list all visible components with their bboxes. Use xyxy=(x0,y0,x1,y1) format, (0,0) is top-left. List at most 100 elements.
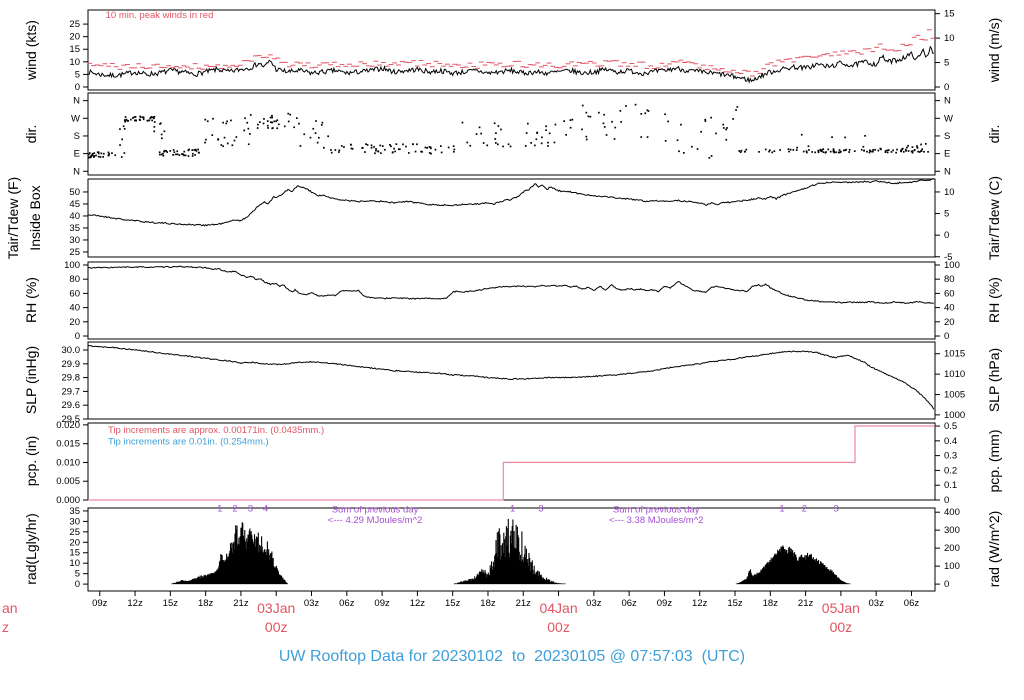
rh-left-tick: 20 xyxy=(69,317,80,328)
tair-left-tick: 35 xyxy=(69,223,80,234)
time-axis: 09z 12z 15z 18z 21z 03Jan 00z 03z 06z 09z 12z 15z 18… xyxy=(2,591,919,635)
time-tick-label: 12z xyxy=(127,598,143,609)
rh-right-tick: 20 xyxy=(944,317,955,328)
time-tick-label: 21z xyxy=(516,598,532,609)
rad-left-tick: 25 xyxy=(69,527,80,538)
slp-left-tick: 29.8 xyxy=(62,373,81,384)
rad-right-tick: 200 xyxy=(944,543,960,554)
wind-left-tick: 15 xyxy=(69,44,80,55)
dir-right-tick: N xyxy=(944,166,951,177)
time-tick-label: 21z xyxy=(233,598,249,609)
pcp-right-tick: 0.4 xyxy=(944,436,957,447)
tair-left-tick: 30 xyxy=(69,235,80,246)
rad-left-tick: 15 xyxy=(69,548,80,559)
rh-right-tick: 100 xyxy=(944,260,960,271)
wind-left-tick: 20 xyxy=(69,32,80,43)
slp-panel-border xyxy=(87,341,936,420)
slp-left-tick: 29.5 xyxy=(62,414,81,425)
rh-series-0 xyxy=(87,265,934,305)
rad-annotation: 2 xyxy=(802,503,807,514)
tair-left-axis-label-line2: Inside Box xyxy=(27,185,43,251)
time-tick-label: 06z xyxy=(904,598,920,609)
pcp-right-tick: 0 xyxy=(944,495,949,506)
time-tick-label: 06z xyxy=(621,598,637,609)
rh-right-tick: 0 xyxy=(944,331,949,342)
dir-panel-border xyxy=(87,92,936,176)
tair-panel-border xyxy=(87,178,936,258)
day-label-hour: 00z xyxy=(547,619,570,635)
pcp-right-axis-label: pcp. (mm) xyxy=(986,429,1002,493)
time-tick-label: 09z xyxy=(92,598,108,609)
time-tick-label: 18z xyxy=(763,598,779,609)
dir-left-tick: W xyxy=(71,113,80,124)
tair-series-0 xyxy=(87,178,934,227)
slp-left-tick: 29.6 xyxy=(62,400,81,411)
rh-panel: 0 20 40 60 80 100 0 20 40 60 80 100 xyxy=(64,260,960,342)
tair-left-tick: 40 xyxy=(69,211,80,222)
rad-annotation: 1 xyxy=(217,503,222,514)
rad-left-axis-label: rad(Lgly/hr) xyxy=(23,513,39,585)
tair-right-tick: 5 xyxy=(944,209,949,220)
pcp-left-tick: 0.005 xyxy=(56,476,80,487)
pcp-right-tick: 0.2 xyxy=(944,465,957,476)
tair-right-axis-label: Tair/Tdew (C) xyxy=(986,175,1002,261)
slp-series-0 xyxy=(87,344,935,410)
pcp-left-tick: 0.015 xyxy=(56,439,80,450)
wind-panel-border xyxy=(87,9,936,91)
pcp-right-tick: 0.5 xyxy=(944,421,957,432)
wind-left-axis-label: wind (kts) xyxy=(23,20,39,80)
day-label: 05Jan xyxy=(822,600,860,616)
rh-left-tick: 100 xyxy=(64,260,80,271)
time-tick-label: 18z xyxy=(480,598,496,609)
time-tick-label: 09z xyxy=(374,598,390,609)
rad-annotation: Sum of previous day xyxy=(613,505,700,516)
pcp-left-tick: 0.020 xyxy=(56,420,80,431)
rad-panel-border xyxy=(87,507,936,592)
tair-left-axis-label: Tair/Tdew (F) xyxy=(5,176,21,260)
slp-right-tick: 1005 xyxy=(944,390,965,401)
rad-left-tick: 30 xyxy=(69,516,80,527)
slp-left-tick: 29.7 xyxy=(62,386,81,397)
rh-right-tick: 40 xyxy=(944,303,955,314)
dir-right-tick: W xyxy=(944,113,953,124)
pcp-panel: 0.000 0.005 0.010 0.015 0.020 0 0.1 0.2 0.3 0.4 0.… xyxy=(56,420,957,506)
rad-left-tick: 5 xyxy=(75,569,80,580)
time-tick-label: 15z xyxy=(727,598,743,609)
day-label: 04Jan xyxy=(539,600,577,616)
rh-right-axis-label: RH (%) xyxy=(986,277,1002,323)
time-tick-label: 03z xyxy=(869,598,885,609)
time-tick-label: 09z xyxy=(657,598,673,609)
pcp-right-tick: 0.1 xyxy=(944,480,957,491)
wind-series-1 xyxy=(88,45,935,84)
pcp-annotation: Tip increments are approx. 0.00171in. (0… xyxy=(108,425,324,436)
rad-right-axis-label: rad (W/m^2) xyxy=(986,510,1002,588)
wind-right-tick: 0 xyxy=(944,82,949,93)
rad-left-tick: 0 xyxy=(75,579,80,590)
pcp-right-tick: 0.3 xyxy=(944,451,957,462)
rad-right-tick: 400 xyxy=(944,507,960,518)
rad-annotation: <--- 3.38 MJoules/m^2 xyxy=(609,515,703,526)
day-label: 03Jan xyxy=(257,600,295,616)
wind-left-tick: 0 xyxy=(75,82,80,93)
slp-right-tick: 1000 xyxy=(944,410,965,421)
dir-right-axis-label: dir. xyxy=(986,124,1002,144)
day-label-hour: 00z xyxy=(265,619,288,635)
dir-right-tick: E xyxy=(944,149,950,160)
dir-right-tick: S xyxy=(944,131,950,142)
wind-right-tick: 10 xyxy=(944,33,955,44)
wind-left-tick: 25 xyxy=(69,19,80,30)
tair-left-tick: 45 xyxy=(69,199,80,210)
dir-left-tick: E xyxy=(74,149,80,160)
wind-annotation: 10 min. peak winds in red xyxy=(106,10,214,21)
pcp-left-axis-label: pcp. (in) xyxy=(23,435,39,487)
rh-right-tick: 60 xyxy=(944,288,955,299)
rh-left-tick: 40 xyxy=(69,303,80,314)
rad-annotation: 2 xyxy=(232,503,237,514)
slp-left-axis-label: SLP (inHg) xyxy=(23,345,39,415)
